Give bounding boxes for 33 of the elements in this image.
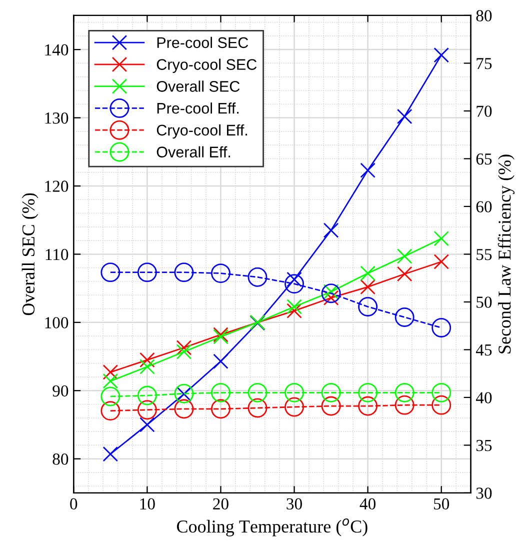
y2-tick-label: 50 <box>476 296 492 308</box>
x-tick-label: 40 <box>360 498 376 510</box>
y2-tick-label: 45 <box>476 344 492 356</box>
x-tick-label: 10 <box>140 498 155 510</box>
y2-tick-label: 65 <box>476 153 492 165</box>
y-tick-label: 120 <box>45 180 68 192</box>
y2-tick-label: 35 <box>476 440 492 452</box>
y-axis-title: Overall SEC (%) <box>22 193 38 316</box>
x-tick-label: 50 <box>434 498 450 510</box>
y-tick-label: 80 <box>52 454 68 465</box>
legend-label: Cryo-cool SEC <box>156 58 257 73</box>
y2-tick-label: 30 <box>476 488 492 499</box>
legend-label: Cryo-cool Eff. <box>156 124 248 139</box>
y2-tick-label: 60 <box>476 201 492 212</box>
legend-label: Overall Eff. <box>156 146 230 158</box>
y2-tick-label: 70 <box>476 106 492 117</box>
y2-tick-label: 40 <box>476 392 492 404</box>
y2-axis-title: Second Law Efficiency (%) <box>498 154 514 354</box>
x-tick-label: 30 <box>286 498 302 510</box>
y-tick-label: 110 <box>46 248 68 260</box>
y-tick-label: 130 <box>45 112 68 124</box>
y2-tick-label: 75 <box>476 58 492 70</box>
legend-label: Pre-cool Eff. <box>157 102 239 114</box>
y2-tick-label: 55 <box>476 249 492 260</box>
legend-label: Overall SEC <box>156 80 240 92</box>
y-tick-label: 100 <box>45 317 68 328</box>
y2-tick-label: 80 <box>476 10 492 22</box>
x-tick-label: 20 <box>213 498 228 510</box>
legend-label: Pre-cool SEC <box>157 36 248 48</box>
y-tick-label: 140 <box>45 44 68 56</box>
x-tick-label: 0 <box>70 498 78 510</box>
y-tick-label: 90 <box>52 385 68 397</box>
x-axis-title: Cooling Temperature ($^{o}$C) <box>176 518 368 536</box>
